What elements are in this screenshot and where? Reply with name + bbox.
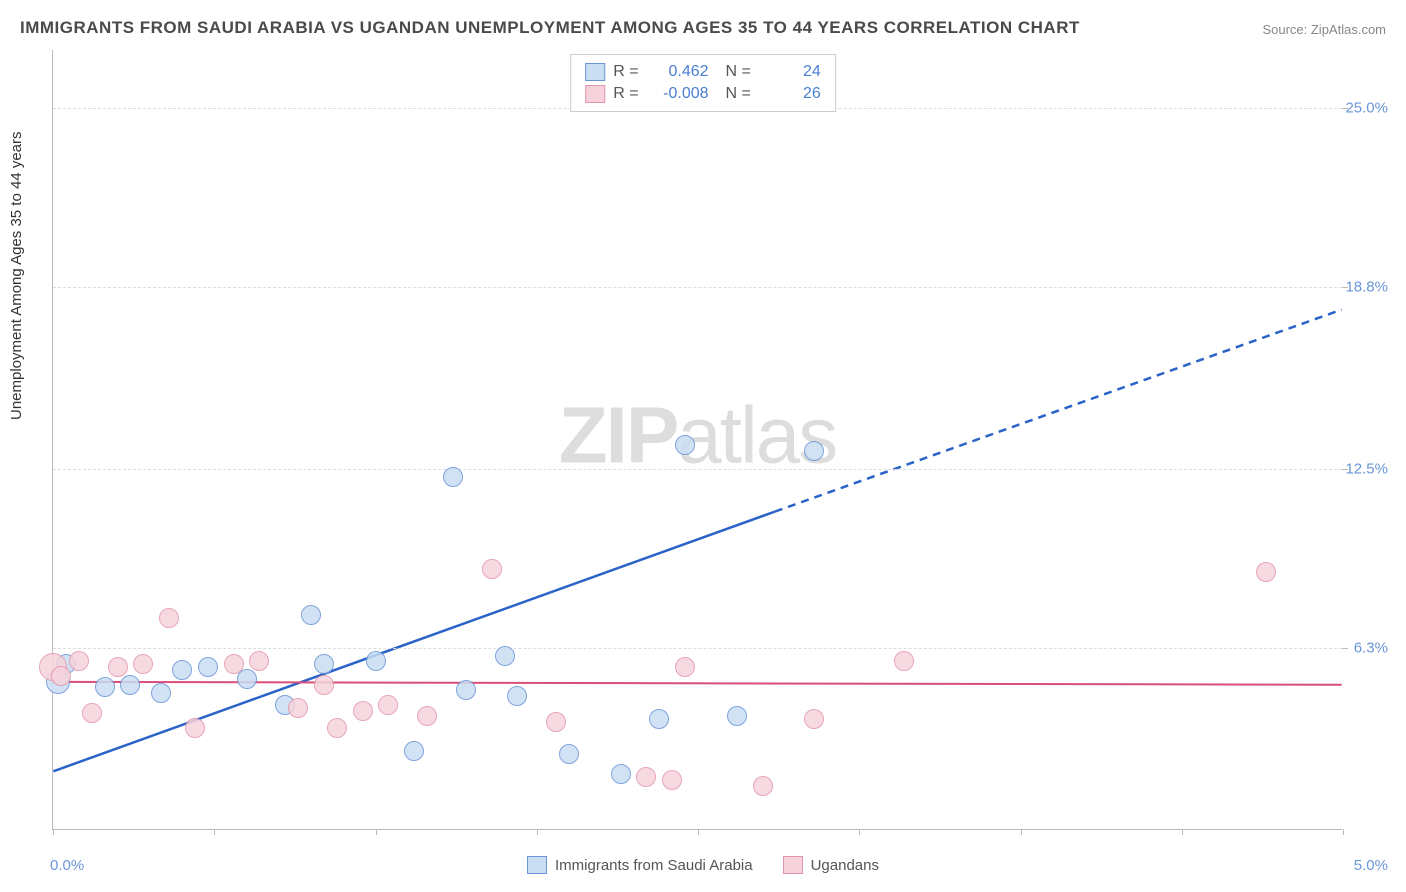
- data-point-saudi: [456, 680, 476, 700]
- n-label: N =: [717, 63, 751, 81]
- n-value-ugandans: 26: [759, 85, 821, 103]
- data-point-ugandans: [108, 657, 128, 677]
- data-point-ugandans: [51, 666, 71, 686]
- data-point-ugandans: [249, 651, 269, 671]
- grid-line-h: [53, 648, 1342, 649]
- correlation-legend: R = 0.462 N = 24 R = -0.008 N = 26: [570, 54, 836, 112]
- trend-lines: [53, 50, 1342, 829]
- data-point-saudi: [804, 441, 824, 461]
- data-point-saudi: [366, 651, 386, 671]
- x-axis-min-label: 0.0%: [50, 857, 84, 874]
- r-label: R =: [613, 63, 638, 81]
- data-point-saudi: [95, 677, 115, 697]
- data-point-saudi: [443, 467, 463, 487]
- data-point-saudi: [559, 744, 579, 764]
- swatch-saudi-bottom: [527, 856, 547, 874]
- data-point-saudi: [649, 709, 669, 729]
- legend-item-saudi: Immigrants from Saudi Arabia: [527, 856, 753, 874]
- data-point-saudi: [314, 654, 334, 674]
- series-legend: Immigrants from Saudi Arabia Ugandans: [527, 856, 879, 874]
- data-point-ugandans: [82, 703, 102, 723]
- data-point-ugandans: [894, 651, 914, 671]
- legend-row-ugandans: R = -0.008 N = 26: [585, 83, 821, 105]
- data-point-saudi: [495, 646, 515, 666]
- legend-label-saudi: Immigrants from Saudi Arabia: [555, 857, 753, 874]
- n-label: N =: [717, 85, 751, 103]
- source-label: Source: ZipAtlas.com: [1262, 22, 1386, 37]
- x-axis-max-label: 5.0%: [1354, 857, 1388, 874]
- data-point-saudi: [611, 764, 631, 784]
- swatch-ugandans: [585, 85, 605, 103]
- data-point-saudi: [727, 706, 747, 726]
- data-point-ugandans: [804, 709, 824, 729]
- data-point-ugandans: [378, 695, 398, 715]
- data-point-ugandans: [327, 718, 347, 738]
- scatter-plot: ZIPatlas: [52, 50, 1342, 830]
- data-point-saudi: [675, 435, 695, 455]
- data-point-ugandans: [482, 559, 502, 579]
- legend-item-ugandans: Ugandans: [783, 856, 879, 874]
- data-point-ugandans: [675, 657, 695, 677]
- data-point-ugandans: [753, 776, 773, 796]
- y-tick-label: 6.3%: [1354, 640, 1388, 657]
- data-point-saudi: [198, 657, 218, 677]
- legend-row-saudi: R = 0.462 N = 24: [585, 61, 821, 83]
- data-point-ugandans: [69, 651, 89, 671]
- data-point-ugandans: [636, 767, 656, 787]
- data-point-ugandans: [546, 712, 566, 732]
- data-point-ugandans: [314, 675, 334, 695]
- chart-title: IMMIGRANTS FROM SAUDI ARABIA VS UGANDAN …: [20, 18, 1080, 38]
- data-point-ugandans: [133, 654, 153, 674]
- data-point-ugandans: [159, 608, 179, 628]
- data-point-saudi: [120, 675, 140, 695]
- data-point-ugandans: [353, 701, 373, 721]
- data-point-ugandans: [1256, 562, 1276, 582]
- y-tick-label: 25.0%: [1345, 99, 1388, 116]
- swatch-ugandans-bottom: [783, 856, 803, 874]
- swatch-saudi: [585, 63, 605, 81]
- data-point-saudi: [172, 660, 192, 680]
- data-point-saudi: [301, 605, 321, 625]
- data-point-saudi: [404, 741, 424, 761]
- r-value-ugandans: -0.008: [647, 85, 709, 103]
- grid-line-h: [53, 287, 1342, 288]
- data-point-ugandans: [662, 770, 682, 790]
- y-tick-label: 12.5%: [1345, 460, 1388, 477]
- n-value-saudi: 24: [759, 63, 821, 81]
- y-tick-label: 18.8%: [1345, 278, 1388, 295]
- grid-line-h: [53, 469, 1342, 470]
- watermark: ZIPatlas: [559, 389, 836, 481]
- data-point-ugandans: [185, 718, 205, 738]
- legend-label-ugandans: Ugandans: [811, 857, 879, 874]
- data-point-ugandans: [224, 654, 244, 674]
- data-point-ugandans: [417, 706, 437, 726]
- y-axis-label: Unemployment Among Ages 35 to 44 years: [8, 131, 25, 420]
- data-point-ugandans: [288, 698, 308, 718]
- data-point-saudi: [151, 683, 171, 703]
- r-label: R =: [613, 85, 638, 103]
- r-value-saudi: 0.462: [647, 63, 709, 81]
- data-point-saudi: [507, 686, 527, 706]
